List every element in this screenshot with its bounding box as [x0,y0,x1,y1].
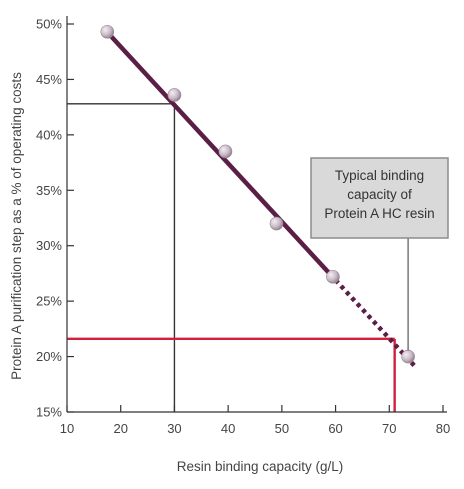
x-tick-label-60: 60 [328,421,342,436]
data-point-1 [100,24,115,39]
data-points [100,24,415,364]
y-tick-label-20: 20% [36,349,62,364]
data-point-2 [167,88,182,102]
annotation-box [310,157,449,239]
x-tick-label-40: 40 [221,421,235,436]
x-tick-label-50: 50 [275,421,289,436]
y-tick-label-35: 35% [36,183,62,198]
x-tick-label-70: 70 [382,421,396,436]
data-point-3 [218,144,233,159]
axes: 10 20 30 40 50 60 70 80 15% 20% 25% 30% 35% 40% 45% 50% [36,16,450,436]
data-point-6 [401,349,415,364]
x-tick-label-20: 20 [113,421,127,436]
data-point-5 [326,269,340,284]
y-tick-label-45: 45% [36,72,62,87]
y-tick-label-30: 30% [36,238,62,253]
y-tick-label-40: 40% [36,127,62,142]
x-tick-label-30: 30 [167,421,181,436]
y-axis-title: Protein A purification step as a % of op… [9,72,24,380]
annotation-callout: Typical binding capacity of Protein A HC r… [310,157,449,351]
annotation-text-line-3: Protein A HC resin [324,206,434,221]
x-tick-label-80: 80 [436,421,450,436]
y-tick-label-25: 25% [36,294,62,309]
axis-labels: Resin binding capacity (g/L) Protein A pu… [9,72,343,474]
data-point-4 [269,216,284,231]
y-tick-label-15: 15% [36,405,62,420]
x-tick-label-10: 10 [60,421,74,436]
y-tick-label-50: 50% [36,17,62,32]
x-axis-title: Resin binding capacity (g/L) [177,459,344,474]
annotation-text-line-1: Typical binding [335,168,424,183]
annotation-text-line-2: capacity of [347,187,412,202]
reference-lines [67,103,396,412]
